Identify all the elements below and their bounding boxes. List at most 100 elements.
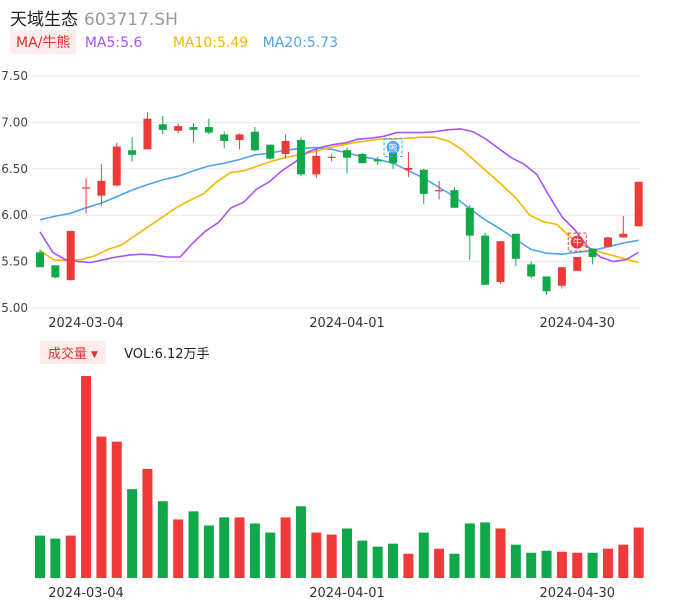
volume-bar bbox=[342, 528, 352, 578]
candle-body bbox=[143, 118, 152, 150]
ma5-label: MA5:5.6 bbox=[84, 35, 143, 51]
candle-body bbox=[51, 265, 60, 278]
stock-title: 天域生态 603717.SH bbox=[10, 5, 178, 30]
candle-body bbox=[481, 235, 490, 285]
volume-indicator-selector[interactable]: 成交量 ▼ bbox=[40, 341, 106, 364]
candle-body bbox=[189, 127, 198, 130]
volume-bar bbox=[480, 522, 491, 578]
candle-body bbox=[128, 150, 137, 155]
volume-bar bbox=[526, 552, 537, 578]
volume-bar bbox=[280, 517, 291, 578]
volume-bar bbox=[464, 523, 475, 578]
candle-body bbox=[158, 124, 167, 130]
ma10-label: MA10:5.49 bbox=[172, 35, 249, 51]
candle-body bbox=[36, 252, 44, 268]
candle-body bbox=[435, 190, 444, 192]
price-tick-label: 5.50 bbox=[1, 255, 28, 269]
volume-bar bbox=[111, 441, 122, 578]
volume-bar bbox=[587, 552, 598, 578]
volume-bar bbox=[434, 548, 445, 578]
candle-body bbox=[296, 140, 305, 175]
price-tick-label: 5.00 bbox=[1, 301, 28, 315]
candle-body bbox=[204, 127, 213, 133]
price-tick-label: 6.50 bbox=[1, 162, 28, 176]
price-date-label: 2024-04-01 bbox=[309, 316, 385, 331]
volume-bar bbox=[357, 540, 368, 578]
volume-bar bbox=[556, 551, 567, 578]
volume-bar bbox=[142, 468, 153, 578]
volume-bar bbox=[602, 548, 613, 578]
volume-bar bbox=[449, 553, 460, 578]
volume-bar bbox=[81, 376, 92, 578]
candle-body bbox=[450, 190, 459, 208]
volume-legend: 成交量 ▼ VOL:6.12万手 bbox=[40, 341, 210, 364]
candle-body bbox=[312, 155, 321, 175]
signal-marker-frame bbox=[567, 232, 587, 252]
candle-body bbox=[220, 134, 229, 141]
candle-body bbox=[112, 146, 121, 186]
volume-bar bbox=[618, 544, 629, 578]
volume-bar bbox=[50, 538, 61, 578]
signal-marker-label: 牛 bbox=[573, 237, 582, 249]
price-date-label: 2024-03-04 bbox=[48, 316, 124, 331]
candle-body bbox=[82, 187, 91, 189]
volume-bar bbox=[127, 489, 138, 578]
candle-body bbox=[603, 237, 612, 247]
volume-date-label: 2024-03-04 bbox=[48, 586, 124, 601]
candle-body bbox=[389, 147, 398, 164]
candle-body bbox=[588, 248, 597, 257]
volume-bar bbox=[234, 517, 245, 578]
ma20-line bbox=[39, 146, 639, 256]
candle-body bbox=[542, 276, 551, 292]
candle-body bbox=[527, 264, 536, 277]
candle-body bbox=[327, 156, 336, 158]
candle-body bbox=[419, 169, 428, 194]
candle-body bbox=[97, 180, 106, 196]
price-tick-label: 7.50 bbox=[1, 69, 28, 83]
volume-bar bbox=[495, 528, 506, 578]
candle-body bbox=[373, 159, 382, 162]
signal-marker-icon bbox=[386, 140, 400, 154]
candle-body bbox=[496, 241, 505, 283]
volume-bar bbox=[510, 544, 521, 578]
volume-bar bbox=[403, 553, 414, 578]
volume-bar bbox=[219, 517, 230, 578]
volume-bar bbox=[265, 532, 276, 578]
candle-body bbox=[343, 150, 351, 158]
ma5-line bbox=[39, 128, 640, 264]
volume-value: VOL:6.12万手 bbox=[124, 347, 210, 362]
volume-bar bbox=[418, 532, 429, 578]
candle-body bbox=[250, 131, 259, 151]
volume-bar bbox=[173, 519, 184, 578]
candle-body bbox=[634, 181, 643, 227]
stock-name: 天域生态 bbox=[10, 10, 78, 30]
candle-body bbox=[281, 140, 290, 154]
candle-body bbox=[404, 167, 413, 170]
price-tick-label: 7.00 bbox=[1, 115, 28, 129]
volume-bar bbox=[388, 543, 399, 578]
dropdown-triangle-icon: ▼ bbox=[91, 350, 98, 360]
volume-bar bbox=[326, 534, 337, 578]
volume-bar bbox=[35, 535, 45, 578]
ma10-line bbox=[39, 136, 639, 264]
signal-marker-icon bbox=[570, 235, 584, 249]
ma-legend: MA/牛熊 MA5:5.6 MA10:5.49 MA20:5.73 bbox=[10, 30, 338, 54]
volume-bar bbox=[311, 532, 322, 578]
candle-body bbox=[174, 126, 183, 131]
ma20-label: MA20:5.73 bbox=[262, 35, 338, 51]
price-date-label: 2024-04-30 bbox=[539, 316, 615, 331]
volume-bar bbox=[372, 546, 383, 578]
signal-marker-frame bbox=[383, 137, 403, 157]
volume-bar bbox=[188, 511, 199, 578]
ma-mode-selector[interactable]: MA/牛熊 bbox=[10, 30, 77, 54]
volume-bar bbox=[96, 436, 107, 578]
candle-body bbox=[358, 153, 367, 164]
candle-body bbox=[465, 207, 474, 236]
volume-bar bbox=[541, 550, 552, 578]
candle-body bbox=[557, 267, 566, 286]
volume-indicator-label: 成交量 bbox=[48, 347, 88, 362]
volume-date-label: 2024-04-30 bbox=[539, 586, 615, 601]
candle-body bbox=[266, 144, 275, 159]
volume-bar bbox=[249, 523, 260, 578]
